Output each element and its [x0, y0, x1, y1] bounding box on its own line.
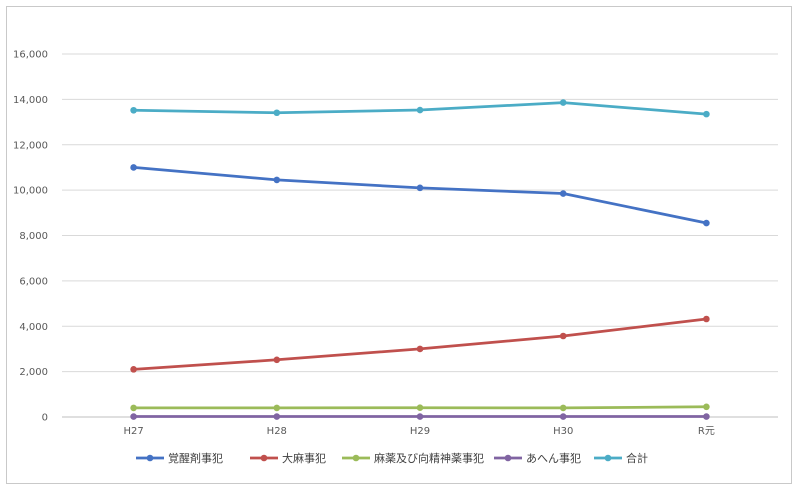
- y-tick-label: 4,000: [19, 322, 48, 333]
- data-point: [273, 356, 281, 364]
- legend-item: 麻薬及び向精神薬事犯: [342, 451, 484, 465]
- series: [130, 164, 710, 227]
- data-point: [703, 219, 710, 227]
- data-point: [130, 106, 137, 114]
- series: [130, 315, 710, 373]
- data-point: [273, 413, 281, 420]
- legend-item: 覚醒剤事犯: [136, 451, 223, 465]
- data-point: [130, 164, 137, 171]
- data-point: [703, 403, 710, 411]
- x-tick-label: R元: [698, 426, 715, 437]
- data-point: [130, 413, 137, 420]
- chart-frame: [6, 6, 792, 484]
- series: [130, 403, 710, 412]
- data-point: [559, 190, 567, 197]
- data-point: [559, 413, 567, 420]
- legend-label: 麻薬及び向精神薬事犯: [374, 451, 484, 465]
- legend-item: 合計: [594, 451, 648, 465]
- x-tick-label: H28: [267, 426, 287, 437]
- data-point: [559, 404, 567, 412]
- legend-marker: [146, 454, 154, 462]
- x-tick-label: H27: [123, 426, 143, 437]
- series: [130, 99, 710, 118]
- data-point: [273, 404, 281, 412]
- y-tick-label: 16,000: [13, 50, 48, 61]
- legend-item: 大麻事犯: [250, 451, 326, 465]
- y-tick-label: 14,000: [13, 95, 48, 106]
- data-point: [416, 345, 424, 353]
- x-tick-label: H30: [553, 426, 573, 437]
- series-group: [130, 99, 710, 420]
- data-point: [273, 109, 281, 117]
- y-axis-ticks: 0 2,000 4,000 6,000 8,000 10,000 12,000 14,000 1…: [13, 50, 48, 424]
- legend-label: 大麻事犯: [282, 451, 326, 465]
- data-point: [703, 413, 710, 420]
- legend-item: あへん事犯: [494, 452, 581, 465]
- y-tick-label: 12,000: [13, 140, 48, 151]
- y-tick-label: 0: [42, 413, 48, 424]
- data-point: [416, 106, 424, 114]
- x-tick-label: H29: [410, 426, 430, 437]
- y-tick-label: 8,000: [19, 231, 48, 242]
- y-tick-label: 6,000: [19, 276, 48, 287]
- series-line: [132, 166, 708, 225]
- data-point: [416, 413, 424, 420]
- legend-label: 合計: [626, 451, 648, 465]
- data-point: [703, 110, 710, 118]
- legend-marker: [260, 454, 268, 462]
- data-point: [559, 332, 567, 340]
- y-tick-label: 10,000: [13, 186, 48, 197]
- legend-marker: [352, 454, 360, 462]
- legend: 覚醒剤事犯 大麻事犯 麻薬及び向精神薬事犯 あへん事犯 合計: [136, 451, 648, 465]
- x-axis-ticks: H27 H28 H29 H30 R元: [123, 426, 714, 437]
- data-point: [130, 366, 137, 373]
- legend-marker: [504, 454, 512, 462]
- legend-label: 覚醒剤事犯: [168, 451, 223, 465]
- data-point: [416, 184, 424, 192]
- data-point: [703, 315, 710, 323]
- data-point: [559, 99, 567, 106]
- data-point: [273, 176, 281, 184]
- series: [130, 413, 710, 420]
- legend-label: あへん事犯: [526, 452, 581, 465]
- data-point: [130, 404, 137, 412]
- y-tick-label: 2,000: [19, 367, 48, 378]
- data-point: [416, 404, 424, 411]
- legend-marker: [604, 454, 612, 462]
